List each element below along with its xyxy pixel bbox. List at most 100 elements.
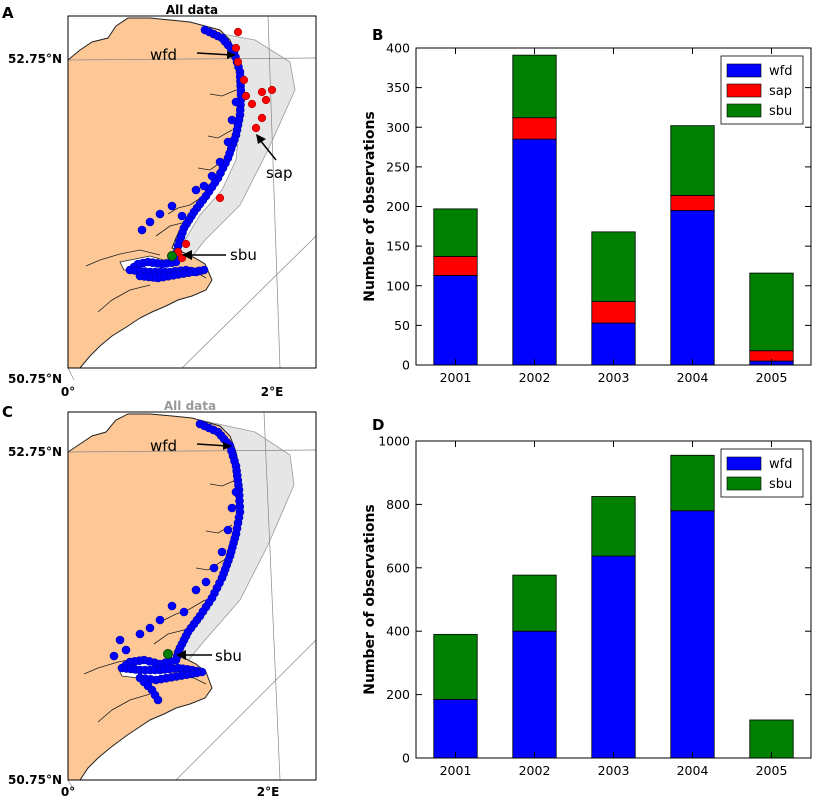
- chart-d-legend-swatch-sbu: [726, 476, 762, 491]
- map-observation-point: [181, 239, 191, 249]
- chart-d-ytick-label: 800: [386, 497, 410, 512]
- map-observation-point: [167, 601, 177, 611]
- map-a-sap-points: [173, 27, 277, 263]
- chart-d-ytick-label: 200: [386, 687, 410, 702]
- map-c-lat-top: 52.75°N: [8, 445, 62, 459]
- chart-d-bar-sbu-2002: [512, 574, 557, 632]
- map-c-lon-right: 2°E: [257, 785, 280, 799]
- chart-b-bar-sap-2001: [433, 256, 478, 276]
- panel-a: A All data wfd sap sbu 52.75°N 50.75°N: [2, 3, 317, 399]
- chart-b-bar-sbu-2002: [512, 54, 557, 119]
- map-a-frame: [67, 15, 317, 369]
- panel-c: C All data wfd sbu 52.75°N 50.75°N 0° 2°…: [2, 399, 317, 799]
- map-observation-point: [231, 43, 241, 53]
- chart-d-ylabel: Number of observations: [362, 504, 378, 695]
- map-a-title: All data: [166, 3, 218, 17]
- map-a-lat-top: 52.75°N: [8, 52, 62, 66]
- chart-d-bar-wfd-2002: [512, 630, 557, 759]
- chart-d-legend-label-sbu: sbu: [769, 477, 792, 492]
- map-observation-point: [241, 91, 251, 101]
- panel-a-letter: A: [2, 4, 14, 22]
- map-a-wfd-track: [125, 25, 246, 283]
- map-observation-point: [137, 225, 147, 235]
- map-observation-point: [217, 547, 227, 557]
- chart-b-xtick-label: 2003: [598, 370, 630, 385]
- map-observation-point: [191, 185, 201, 195]
- map-a-sbu-point: [167, 251, 177, 261]
- chart-d-xtick-label: 2005: [756, 763, 788, 778]
- panel-c-letter: C: [2, 403, 13, 421]
- chart-b-xtick-label: 2002: [519, 370, 551, 385]
- map-a-lon-right: 2°E: [261, 385, 284, 399]
- chart-d-ytick-label: 600: [386, 560, 410, 575]
- map-c-frame: [67, 411, 317, 781]
- map-c-sbu-arrowhead: [176, 650, 186, 660]
- chart-b-bar-wfd-2004: [670, 210, 715, 366]
- map-observation-point: [233, 57, 243, 67]
- chart-b-legend-label-sbu: sbu: [769, 104, 792, 119]
- chart-b-legend-swatch-sbu: [726, 103, 762, 118]
- chart-b-axes-frame: [415, 47, 812, 366]
- map-observation-point: [267, 85, 277, 95]
- map-observation-point: [251, 123, 261, 133]
- chart-b-ytick-label: 300: [386, 120, 410, 135]
- panel-b: B 0 50 100 150 200 250 300 350 400 2001 2002 2003 20…: [362, 26, 812, 385]
- chart-d-xtick-label: 2001: [440, 763, 472, 778]
- map-a-label-sap: sap: [266, 164, 293, 182]
- map-observation-point: [179, 607, 189, 617]
- map-observation-point: [223, 525, 233, 535]
- chart-b-ytick-label: 50: [394, 318, 410, 333]
- map-a-wfd-arrow: [196, 52, 233, 56]
- chart-b-bar-sbu-2004: [670, 125, 715, 196]
- chart-d-legend: wfd sbu: [720, 448, 804, 498]
- map-observation-point: [199, 181, 209, 191]
- map-c-lat-bottom: 50.75°N: [8, 773, 62, 787]
- chart-d-legend-label-wfd: wfd: [769, 457, 792, 472]
- chart-b-bar-sap-2003: [591, 301, 636, 324]
- map-observation-point: [215, 157, 225, 167]
- chart-b-xtick-label: 2001: [440, 370, 472, 385]
- map-c: wfd sbu: [67, 411, 317, 791]
- chart-b-ytick-label: 400: [386, 41, 410, 56]
- map-observation-point: [207, 171, 217, 181]
- chart-b-bar-sbu-2005: [749, 272, 794, 352]
- chart-b-xtick-label: 2005: [756, 370, 788, 385]
- map-observation-point: [215, 193, 225, 203]
- map-a-lon-left: 0°: [61, 385, 75, 399]
- chart-d-bar-sbu-2001: [433, 633, 478, 700]
- map-observation-point: [135, 271, 145, 281]
- map-observation-point: [227, 115, 237, 125]
- chart-b-bar-sbu-2001: [433, 208, 478, 257]
- chart-d-ytick-label: 400: [386, 624, 410, 639]
- map-observation-point: [167, 201, 177, 211]
- chart-b-xtick-label: 2004: [677, 370, 709, 385]
- map-observation-point: [121, 645, 131, 655]
- map-a-sap-arrowhead: [256, 134, 266, 144]
- map-observation-point: [231, 487, 241, 497]
- chart-d-bar-wfd-2004: [670, 510, 715, 759]
- map-observation-point: [257, 87, 267, 97]
- map-c-lon-left: 0°: [61, 785, 75, 799]
- chart-b-legend-label-sap: sap: [769, 84, 792, 99]
- map-observation-point: [177, 253, 187, 263]
- chart-b: 0 50 100 150 200 250 300 350 400 2001 2002 2003 2004…: [362, 41, 812, 385]
- chart-d-bar-wfd-2003: [591, 555, 636, 759]
- map-a-label-wfd: wfd: [150, 46, 177, 64]
- map-observation-point: [209, 563, 219, 573]
- chart-b-bar-sap-2004: [670, 195, 715, 211]
- chart-b-ytick-label: 250: [386, 159, 410, 174]
- map-c-gridlines: [67, 411, 317, 791]
- map-observation-point: [233, 27, 243, 37]
- map-c-wfd-arrowhead: [223, 442, 232, 450]
- map-a-lat-bottom: 50.75°N: [8, 372, 62, 386]
- map-observation-point: [115, 635, 125, 645]
- map-a-sbu-arrowhead: [182, 250, 192, 260]
- chart-b-ytick-label: 0: [402, 358, 410, 373]
- chart-b-legend: wfd sap sbu: [720, 55, 804, 125]
- chart-b-bar-wfd-2001: [433, 275, 478, 366]
- chart-b-bar-sbu-2003: [591, 231, 636, 302]
- map-a-sap-arrow: [259, 139, 277, 161]
- chart-b-ytick-label: 200: [386, 199, 410, 214]
- map-observation-point: [145, 217, 155, 227]
